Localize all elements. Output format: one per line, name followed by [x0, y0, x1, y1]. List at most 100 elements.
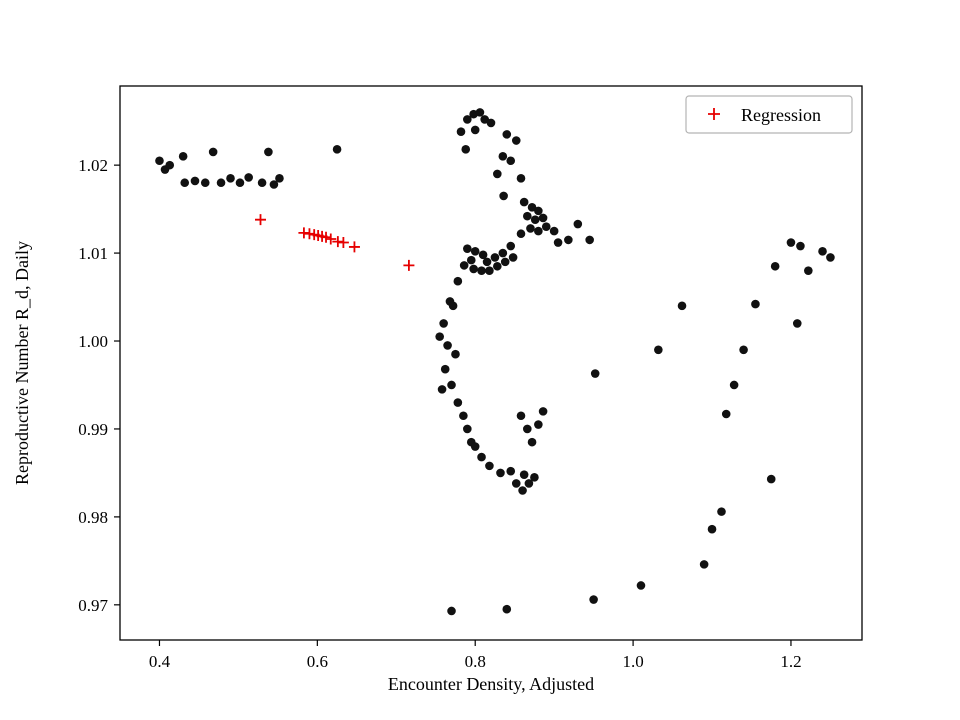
regression-marker [348, 241, 360, 253]
legend-plus-icon [708, 108, 720, 120]
scatter-point [178, 152, 188, 161]
scatter-point [469, 264, 478, 274]
scatter-point [516, 411, 526, 421]
scatter-point [500, 257, 510, 267]
scatter-point [739, 345, 748, 355]
scatter-point [792, 319, 802, 328]
scatter-point [530, 473, 539, 482]
scatter-point [496, 468, 505, 478]
scatter-point [511, 479, 521, 488]
scatter-point [541, 222, 551, 231]
scatter-point [165, 160, 175, 170]
scatter-point [269, 180, 279, 189]
scatter-point [770, 261, 780, 271]
scatter-point [257, 178, 267, 188]
plot-frame [119, 85, 863, 641]
scatter-point [527, 437, 537, 447]
scatter-point [264, 147, 273, 157]
scatter-point [244, 173, 253, 182]
scatter-point [486, 118, 496, 128]
scatter-point [448, 301, 458, 311]
scatter-point [534, 226, 543, 236]
scatter-point [226, 174, 235, 183]
x-axis-label: Encounter Density, Adjusted [388, 674, 594, 694]
scatter-point [435, 332, 444, 341]
scatter-point [707, 524, 717, 534]
x-tick-label: 0.4 [149, 652, 171, 671]
scatter-point [463, 244, 472, 253]
scatter-point [456, 127, 466, 137]
y-tick-label: 0.98 [78, 508, 108, 527]
scatter-point [526, 224, 535, 233]
scatter-point [519, 470, 529, 479]
regression-marker [403, 259, 415, 271]
scatter-point [190, 176, 200, 186]
scatter-point [439, 319, 448, 328]
y-tick-label: 1.01 [78, 244, 108, 263]
y-tick-label: 1.00 [78, 332, 108, 351]
scatter-point [786, 238, 796, 247]
scatter-point [511, 136, 521, 145]
scatter-point [717, 507, 726, 516]
scatter-point [208, 147, 218, 157]
scatter-point [470, 125, 480, 135]
scatter-point [530, 215, 540, 224]
scatter-point [461, 145, 471, 154]
scatter-point [502, 130, 512, 139]
scatter-point [480, 115, 489, 124]
scatter-point [523, 424, 532, 434]
scatter-point [589, 595, 598, 604]
data-points [155, 108, 835, 616]
scatter-point [437, 385, 447, 394]
y-tick-label: 0.99 [78, 420, 108, 439]
scatter-point [523, 211, 532, 221]
scatter-point [475, 108, 485, 117]
scatter-point [440, 364, 450, 374]
scatter-point [826, 253, 835, 262]
x-tick-label: 0.6 [307, 652, 328, 671]
regression-marker [337, 237, 349, 249]
scatter-point [499, 191, 508, 201]
scatter-point [590, 369, 600, 378]
scatter-point [477, 266, 486, 275]
scatter-point [729, 380, 739, 390]
scatter-point [493, 261, 502, 271]
x-tick-label: 1.0 [622, 652, 643, 671]
scatter-point [493, 169, 502, 179]
scatter-point [534, 206, 543, 216]
scatter-point [585, 235, 594, 245]
scatter-point [477, 452, 486, 462]
scatter-point [654, 345, 663, 355]
legend-label-regression: Regression [741, 105, 821, 125]
scatter-point [538, 407, 548, 416]
regression-legend-marker-icon [708, 108, 720, 120]
scatter-point [490, 253, 500, 262]
legend-box [685, 95, 853, 134]
scatter-point [443, 341, 452, 350]
scatter-point [478, 250, 488, 260]
scatter-point [527, 203, 537, 212]
scatter-point [453, 276, 463, 286]
scatter-point [516, 174, 526, 183]
scatter-point [519, 197, 529, 207]
scatter-point [564, 235, 573, 245]
y-axis-ticks: 0.97 0.98 0.99 1.00 1.01 1.02 [78, 156, 120, 615]
scatter-point [235, 178, 245, 188]
scatter-point [502, 604, 512, 614]
scatter-point [451, 349, 460, 359]
x-tick-label: 1.2 [780, 652, 801, 671]
scatter-point [573, 219, 583, 229]
x-axis-ticks: 0.4 0.6 0.8 1.0 1.2 [149, 640, 802, 671]
scatter-point [534, 420, 543, 429]
y-axis-label: Reproductive Number R_d, Daily [12, 241, 32, 485]
scatter-point [463, 424, 472, 434]
scatter-point [470, 247, 480, 256]
scatter-point [180, 178, 190, 188]
regression-marker [320, 231, 332, 243]
scatter-point [447, 380, 456, 390]
scatter-point [485, 461, 494, 471]
scatter-point [332, 145, 342, 154]
scatter-point [463, 115, 472, 124]
